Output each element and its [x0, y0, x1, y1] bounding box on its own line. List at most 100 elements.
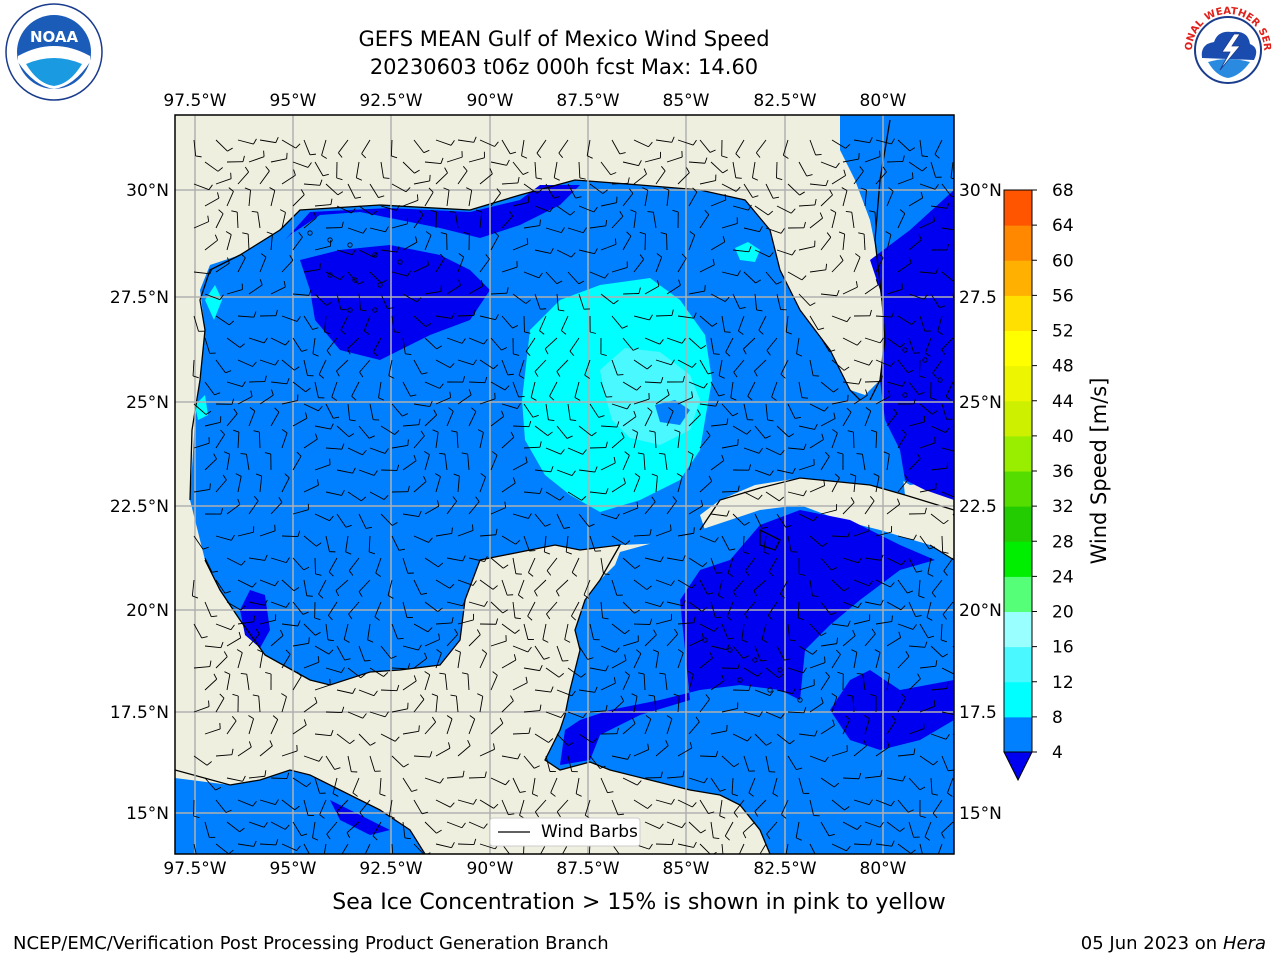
wind-barb [831, 429, 838, 449]
colorbar-segment [1004, 330, 1032, 367]
wind-barb [742, 535, 750, 555]
wind-barb [477, 429, 484, 449]
wind-barb [314, 198, 333, 207]
calm-marker [347, 242, 353, 248]
chart-title-line2: 20230603 t06z 000h fcst Max: 14.60 [369, 55, 759, 79]
lat-label-right: 15°N [959, 804, 1002, 824]
wind-barb [575, 777, 582, 797]
wind-barb [897, 534, 917, 541]
wind-barb [402, 644, 422, 651]
wind-barb [644, 556, 664, 563]
wind-barb [886, 155, 905, 163]
wind-barb [413, 359, 428, 375]
wind-barb [798, 198, 817, 207]
wind-barb [347, 755, 358, 773]
wind-barb [490, 601, 509, 614]
wind-barb [952, 733, 954, 736]
wind-barb [358, 733, 376, 746]
wind-barb [589, 219, 608, 229]
wind-barb [556, 799, 569, 818]
wind-barb [932, 799, 943, 819]
wind-barb [611, 431, 625, 449]
wind-barb [897, 429, 907, 449]
wind-barb [435, 473, 441, 493]
wind-barb [600, 421, 620, 428]
wind-barb [666, 279, 681, 295]
wind-barb [523, 755, 540, 769]
wind-barb [930, 682, 949, 691]
wind-barb [364, 843, 371, 854]
wind-barb [837, 452, 844, 471]
wind-barb [204, 381, 221, 396]
wind-barb [490, 159, 510, 166]
wind-barb [237, 253, 246, 273]
wind-barb [875, 138, 895, 145]
wind-barb [215, 799, 232, 813]
wind-barb [328, 557, 338, 577]
wind-barb [930, 645, 948, 658]
wind-barb [237, 840, 257, 847]
wind-barb [270, 337, 290, 346]
wind-barb [556, 733, 574, 746]
wind-barb [611, 261, 628, 273]
wind-barb [567, 711, 587, 719]
wind-barb [303, 623, 321, 636]
wind-barb [237, 741, 252, 757]
wind-barb [193, 215, 210, 229]
wind-barb [468, 715, 476, 735]
wind-barb [534, 686, 554, 693]
wind-barb [546, 601, 558, 620]
wind-barb [259, 799, 279, 806]
wind-barb [369, 755, 381, 772]
wind-barb [677, 391, 694, 405]
wind-barb [341, 843, 349, 854]
wind-barb [232, 693, 239, 713]
wind-barb [611, 139, 626, 155]
wind-barb [512, 196, 530, 207]
wind-barb [237, 166, 249, 185]
wind-barb [325, 489, 345, 496]
wind-barb [545, 755, 556, 773]
wind-barb [248, 375, 267, 383]
wind-barb [710, 777, 726, 792]
wind-barb [336, 293, 347, 311]
wind-barb [908, 722, 925, 735]
wind-barb [886, 821, 905, 832]
wind-barb [830, 209, 837, 229]
wind-barb [787, 183, 805, 196]
wind-barb [453, 473, 460, 493]
wind-barb [897, 315, 917, 325]
wind-barb [265, 671, 272, 691]
wind-barb [688, 557, 708, 568]
wind-barb [589, 755, 606, 769]
wind-barb [787, 403, 801, 419]
wind-barb [457, 389, 472, 405]
colorbar-title: Wind Speed [m/s] [1087, 378, 1111, 565]
wind-barb [457, 838, 477, 846]
wind-barb [192, 359, 199, 379]
wind-barb [721, 662, 741, 669]
wind-barb [644, 407, 653, 427]
wind-barb [303, 479, 319, 493]
wind-barb [589, 441, 608, 449]
wind-barb [699, 750, 719, 758]
wind-barb [842, 630, 856, 647]
wind-barb [870, 429, 878, 449]
wind-barb [820, 337, 836, 353]
wind-barb [413, 652, 428, 669]
wind-barb [435, 391, 452, 405]
wind-barb [259, 253, 267, 273]
wind-barb [937, 315, 944, 335]
wind-barb [883, 671, 891, 691]
colorbar-segment [1004, 506, 1032, 542]
wind-barb [303, 843, 310, 854]
wind-barb [886, 601, 906, 611]
wind-barb [446, 628, 459, 647]
wind-barb [237, 138, 257, 145]
wind-barb [820, 232, 832, 251]
wind-barb [204, 601, 218, 618]
wind-barb [358, 469, 378, 476]
wind-barb [785, 843, 789, 854]
lat-label-left: 25°N [126, 393, 169, 413]
wind-barb [699, 535, 719, 543]
